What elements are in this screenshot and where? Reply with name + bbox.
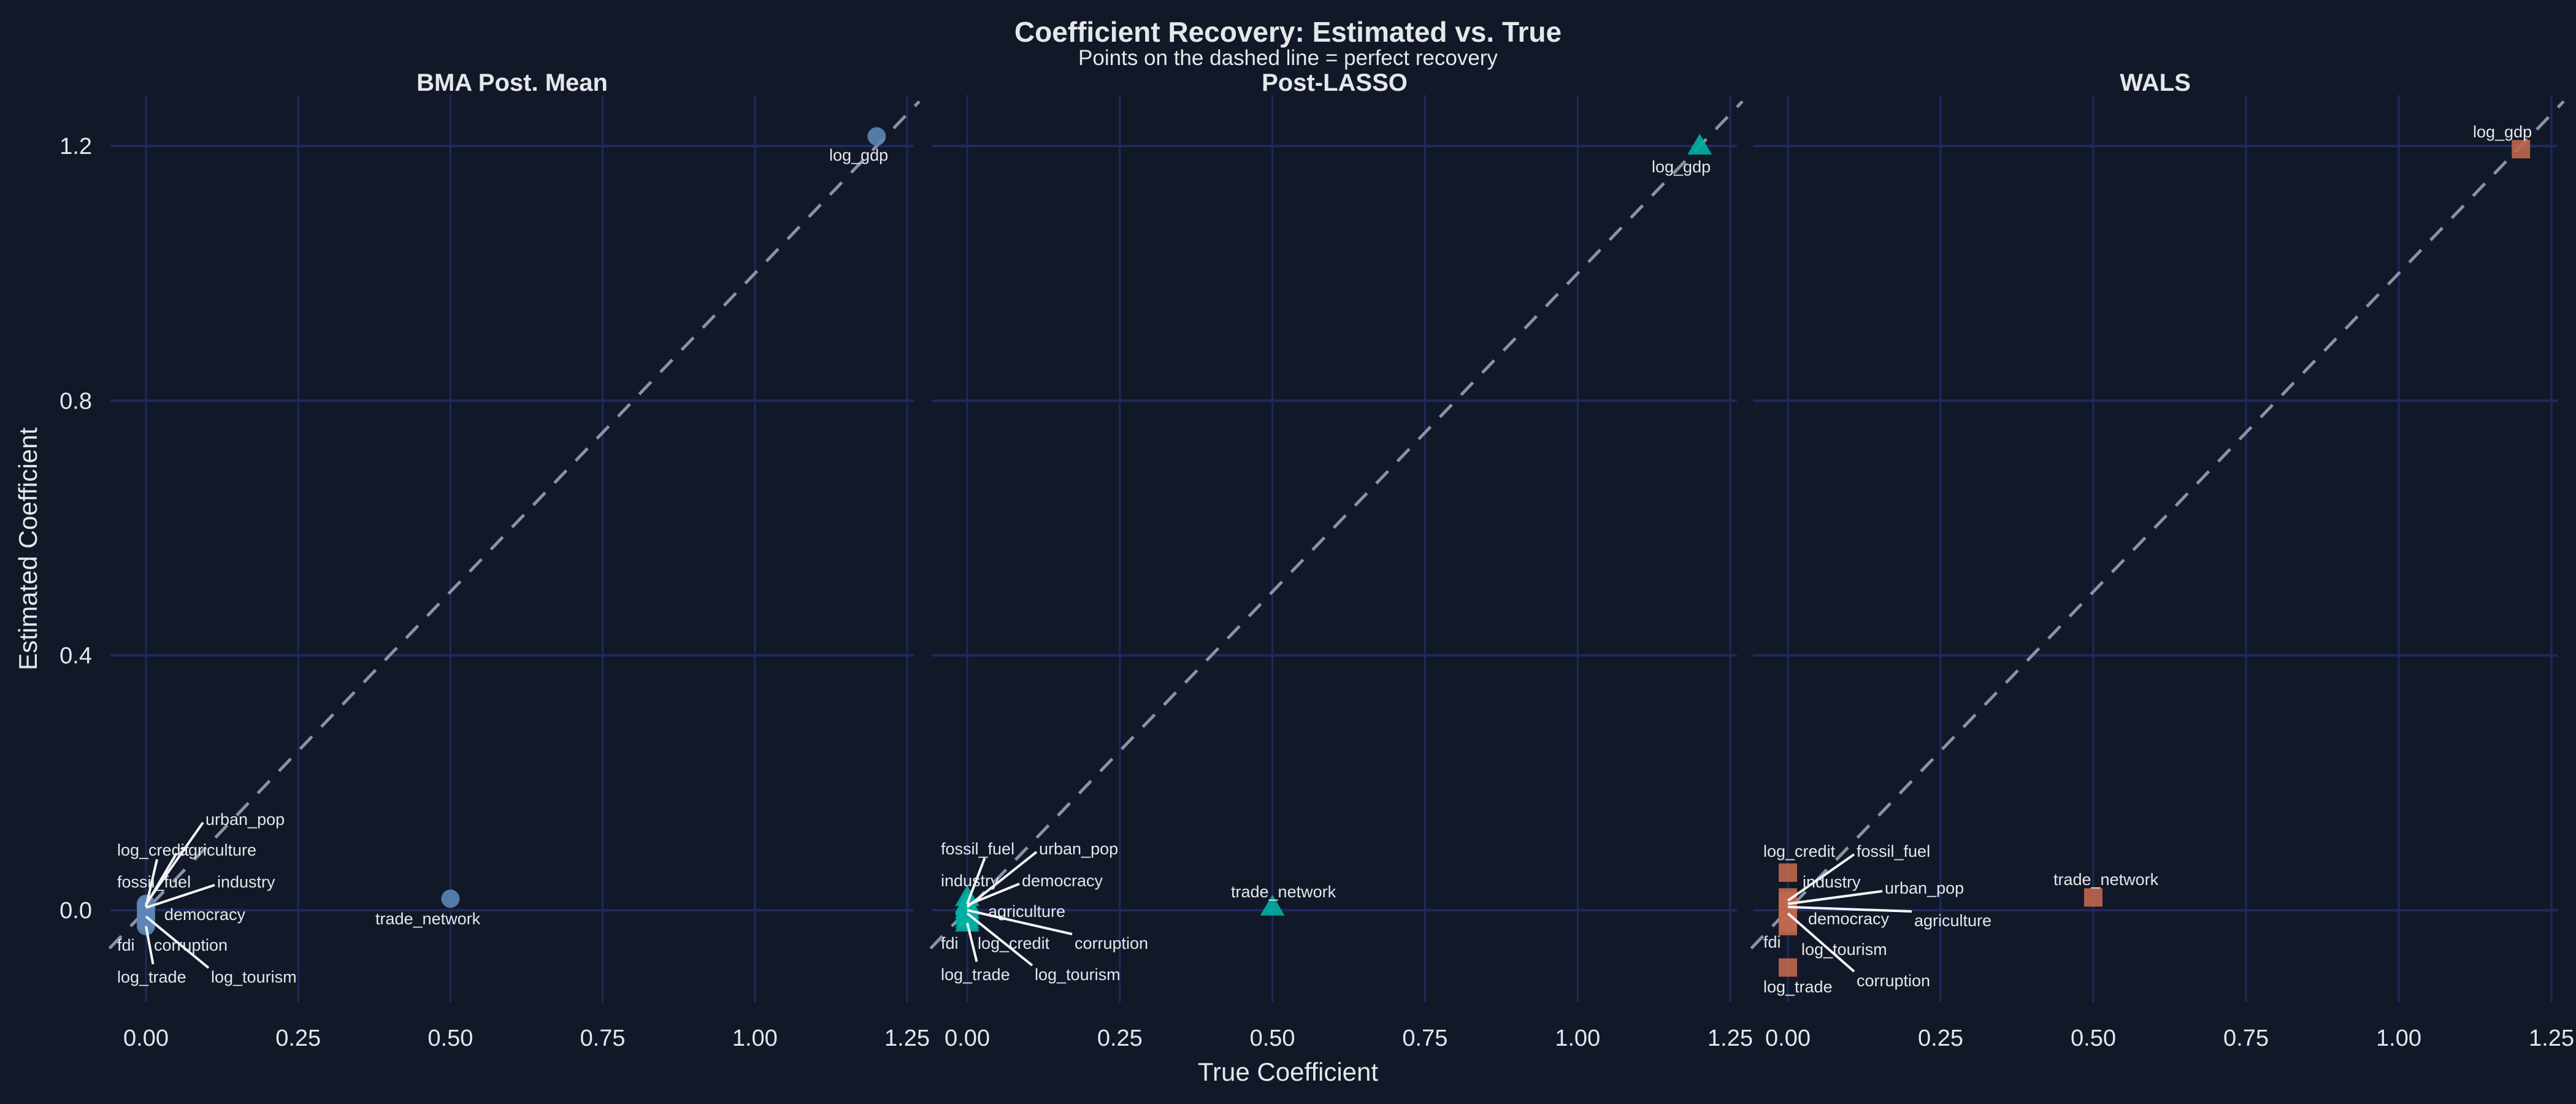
y-tick-label: 1.2 <box>59 134 92 159</box>
y-tick-label: 0.0 <box>59 898 92 924</box>
chart-title: Coefficient Recovery: Estimated vs. True <box>1014 16 1562 48</box>
point-label: democracy <box>164 905 246 924</box>
point-label: log_gdp <box>1652 158 1711 176</box>
x-tick-label: 0.50 <box>2071 1025 2116 1051</box>
point-label: industry <box>217 873 275 891</box>
x-tick-label: 0.75 <box>580 1025 626 1051</box>
x-tick-label: 1.25 <box>884 1025 930 1051</box>
x-tick-label: 1.00 <box>732 1025 778 1051</box>
panel-bma-post-mean: 0.00 0.25 0.50 0.75 1.00 1.25 0.0 0.4 0.8 1.2 BMA … <box>59 69 930 1051</box>
leader-line <box>966 912 1033 967</box>
panel-wals: 0.00 0.25 0.50 0.75 1.00 1.25 WALS log_gdptrade… <box>1750 69 2574 1051</box>
y-tick-label: 0.4 <box>59 643 92 669</box>
point-log_credit <box>1779 863 1797 882</box>
x-tick-label: 0.00 <box>123 1025 169 1051</box>
point-label: industry <box>941 872 999 890</box>
identity-dashed-line <box>929 100 1744 950</box>
point-label: democracy <box>1022 872 1103 890</box>
leader-line <box>967 909 1073 935</box>
leader-line <box>966 857 986 905</box>
x-tick-label: 0.75 <box>1402 1025 1447 1051</box>
leader-line <box>966 922 978 962</box>
point-label: agriculture <box>1914 911 1991 930</box>
panel-title: Post-LASSO <box>1262 69 1408 96</box>
point-label: trade_network <box>375 910 481 928</box>
x-tick-label: 1.25 <box>1708 1025 1753 1051</box>
identity-dashed-line <box>1750 100 2565 950</box>
point-label: fdi <box>1763 933 1781 951</box>
point-label: log_tourism <box>1035 965 1121 984</box>
point-label: corruption <box>1857 972 1930 990</box>
x-tick-label: 0.25 <box>1918 1025 1963 1051</box>
panel-title: WALS <box>2120 69 2191 96</box>
point-label: corruption <box>1075 934 1148 953</box>
leader-line <box>1787 905 1912 913</box>
point-label: urban_pop <box>205 810 285 829</box>
leader-line <box>145 926 155 965</box>
point-label: log_credit <box>1763 842 1836 861</box>
point-trade_network <box>2084 888 2103 907</box>
point-log_gdp <box>867 127 886 146</box>
x-tick-label: 0.00 <box>1765 1025 1811 1051</box>
point-trade_network <box>441 889 460 908</box>
chart-subtitle: Points on the dashed line = perfect reco… <box>1078 46 1498 70</box>
leader-line <box>145 852 178 906</box>
point-label: log_trade <box>941 965 1010 984</box>
leader-line <box>966 851 1038 908</box>
point-label: corruption <box>154 936 228 954</box>
point-label: fdi <box>117 936 135 954</box>
leader-line <box>1787 853 1855 902</box>
x-tick-label: 0.25 <box>275 1025 321 1051</box>
point-label: log_tourism <box>211 968 297 986</box>
leader-line <box>145 859 158 908</box>
point-label: log_gdp <box>829 146 888 164</box>
x-tick-label: 1.00 <box>1555 1025 1600 1051</box>
x-tick-label: 0.25 <box>1097 1025 1143 1051</box>
point-label: fossil_fuel <box>941 840 1014 858</box>
point-label: industry <box>1803 873 1861 891</box>
leader-line <box>1787 890 1883 905</box>
point-label: fdi <box>941 934 959 953</box>
x-tick-label: 1.25 <box>2529 1025 2574 1051</box>
x-tick-label: 1.00 <box>2376 1025 2421 1051</box>
point-label: urban_pop <box>1039 840 1118 858</box>
x-tick-label: 0.00 <box>945 1025 990 1051</box>
leader-line <box>145 915 210 969</box>
point-label: log_trade <box>1763 978 1833 996</box>
y-tick-label: 0.8 <box>59 388 92 414</box>
leader-line <box>1787 912 1855 973</box>
point-label: fossil_fuel <box>1857 842 1930 861</box>
identity-dashed-line <box>108 100 921 950</box>
point-label: trade_network <box>2053 870 2159 889</box>
point-log_gdp <box>2512 140 2531 159</box>
x-tick-label: 0.50 <box>427 1025 473 1051</box>
panel-title: BMA Post. Mean <box>416 69 608 96</box>
point-trade_network <box>1260 894 1285 916</box>
point-log_gdp <box>1687 134 1712 155</box>
point-label: fossil_fuel <box>117 873 191 891</box>
x-axis-label: True Coefficient <box>1198 1057 1378 1086</box>
leader-line <box>145 884 215 909</box>
point-log_trade <box>1779 958 1797 977</box>
x-tick-label: 0.50 <box>1250 1025 1295 1051</box>
point-label: democracy <box>1808 910 1890 928</box>
point-label: log_gdp <box>2473 123 2532 141</box>
point-label: trade_network <box>1231 883 1336 901</box>
panel-post-lasso: 0.00 0.25 0.50 0.75 1.00 1.25 Post-LASSO log_gd… <box>929 69 1753 1051</box>
leader-line <box>967 883 1020 907</box>
point-label: log_trade <box>117 968 186 986</box>
y-axis-label: Estimated Coefficient <box>13 427 42 670</box>
x-tick-label: 0.75 <box>2223 1025 2269 1051</box>
point-label: agriculture <box>179 841 256 859</box>
point-label: log_tourism <box>1801 940 1887 959</box>
point-label: log_credit <box>117 841 190 859</box>
point-label: urban_pop <box>1885 879 1964 897</box>
